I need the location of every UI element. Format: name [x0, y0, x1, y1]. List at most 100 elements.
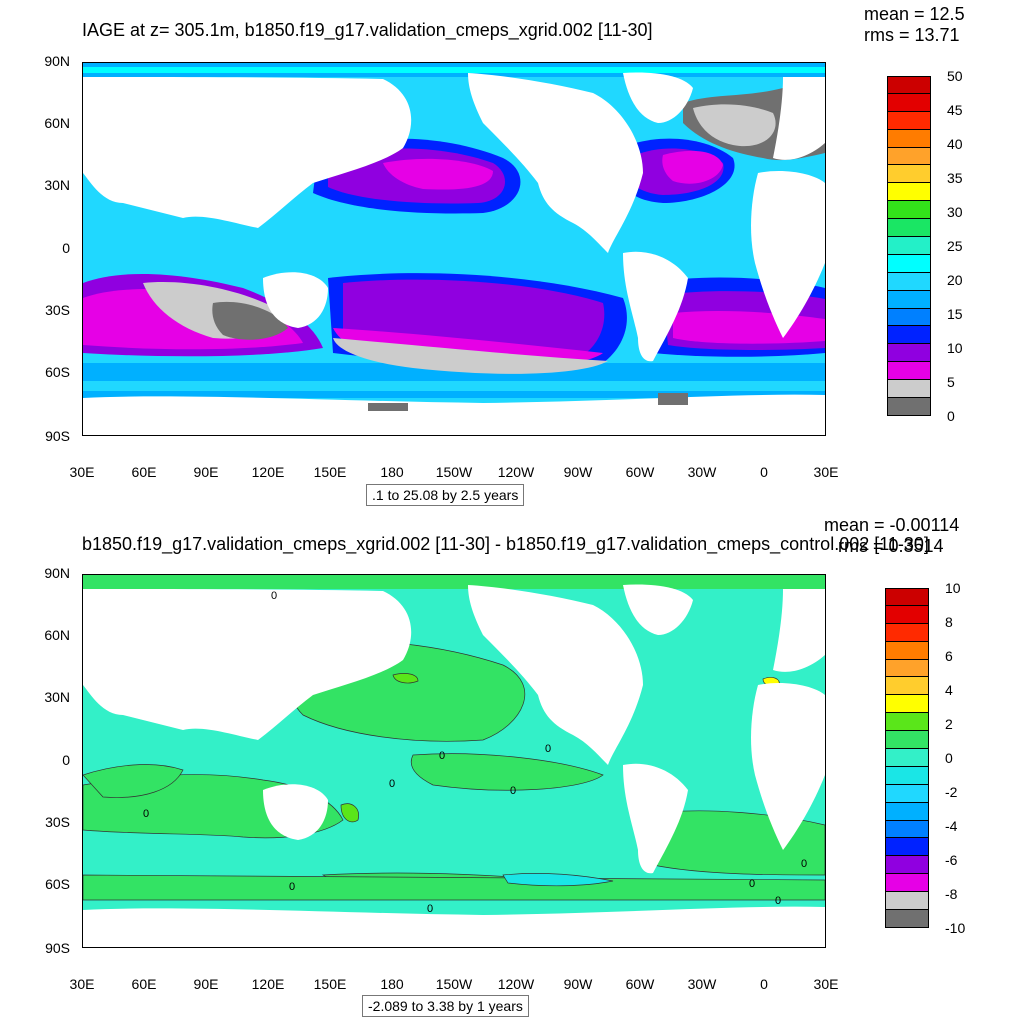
x-tick-label: 0: [760, 976, 768, 992]
mean-value: mean = 12.5: [864, 4, 965, 24]
ideal-age-map-panel: IAGE at z= 305.1m, b1850.f19_g17.validat…: [44, 4, 965, 506]
colorbar-label: -4: [945, 818, 958, 834]
colorbar-label: 50: [947, 68, 963, 84]
land-greenland: [623, 584, 693, 635]
x-tick-label: 60W: [625, 464, 655, 480]
colorbar-swatch: [885, 856, 929, 875]
colorbar-swatch: [885, 641, 929, 660]
land-south-america: [623, 763, 688, 874]
positive-peak-2: [340, 803, 359, 823]
colorbar-swatch: [885, 802, 929, 821]
colorbar-swatch: [887, 308, 931, 327]
x-tick-label: 60E: [131, 464, 157, 480]
land-greenland: [623, 72, 693, 123]
x-tick-label: 180: [380, 976, 404, 992]
rms-value: rms = 13.71: [864, 25, 960, 45]
colorbar-swatch: [887, 254, 931, 273]
land-south-america: [623, 251, 688, 362]
y-tick-label: 60N: [44, 115, 70, 131]
contour-label: 0: [271, 590, 277, 602]
positive-peak-1: [392, 673, 419, 684]
colorbar-swatch: [885, 713, 929, 732]
rms-value: rms = 0.3514: [838, 536, 944, 556]
y-tick-label: 60S: [45, 364, 70, 380]
y-tick-label: 30S: [45, 814, 70, 830]
land-north-america: [468, 73, 643, 253]
ocean-field-map: [83, 63, 825, 435]
colorbar-swatch: [887, 380, 931, 399]
contour-label: 0: [427, 903, 433, 915]
colorbar-label: 5: [947, 374, 955, 390]
y-tick-label: 60N: [44, 627, 70, 643]
colorbar-label: 45: [947, 102, 963, 118]
colorbar-swatch: [887, 237, 931, 255]
y-tick-label: 90S: [45, 428, 70, 444]
colorbar-label: -2: [945, 784, 958, 800]
y-tick-label: 0: [62, 752, 70, 768]
colorbar: 10 8 6 4 2 0 -2 -4 -6 -8 -10: [885, 580, 965, 936]
y-tick-label: 90N: [44, 53, 70, 69]
map-plot-area: [82, 62, 826, 436]
colorbar-swatch: [885, 910, 929, 928]
colorbar-label: 15: [947, 306, 963, 322]
colorbar-label: 8: [945, 614, 953, 630]
contour-label: 0: [545, 743, 551, 755]
land-africa: [751, 171, 825, 338]
x-tick-label: 30E: [813, 976, 839, 992]
contour-label: 0: [143, 808, 149, 820]
land-north-america: [468, 585, 643, 765]
colorbar-label: 10: [945, 580, 961, 596]
land-eurasia: [83, 589, 412, 740]
colorbar-swatch: [885, 784, 929, 803]
x-tick-label: 120E: [251, 976, 285, 992]
land-antarctica: [83, 906, 825, 947]
difference-field-map: 0 0 0 0 0 0 0 0 0 0 0: [83, 575, 825, 947]
x-tick-label: 60E: [131, 976, 157, 992]
contour-info-caption: -2.089 to 3.38 by 1 years: [362, 995, 529, 1017]
colorbar-label: -6: [945, 852, 958, 868]
land-africa: [751, 683, 825, 850]
arctic-positive-band: [83, 575, 825, 589]
stats-box: mean = -0.00114 rms = 0.3514: [824, 515, 959, 557]
land-eurasia: [83, 77, 412, 228]
colorbar-label: 2: [945, 716, 953, 732]
x-tick-label: 90W: [563, 976, 593, 992]
contour-label: 0: [801, 858, 807, 870]
contour-label: 0: [749, 878, 755, 890]
colorbar-swatch: [885, 659, 929, 678]
colorbar-swatch: [887, 201, 931, 220]
x-tick-label: 150W: [435, 976, 473, 992]
colorbar-swatch: [885, 731, 929, 750]
x-tick-label: 30E: [813, 464, 839, 480]
colorbar-label: 20: [947, 272, 963, 288]
colorbar-swatch: [885, 820, 929, 839]
colorbar-label: 6: [945, 648, 953, 664]
colorbar-swatch: [887, 272, 931, 291]
colorbar-swatch: [887, 362, 931, 381]
colorbar-swatch: [887, 290, 931, 309]
antarctic-old-patch-2: [658, 393, 688, 405]
x-tick-label: 30W: [687, 976, 717, 992]
colorbar-swatch: [887, 183, 931, 202]
x-tick-label: 180: [380, 464, 404, 480]
x-tick-label: 120E: [251, 464, 285, 480]
colorbar-swatch: [885, 874, 929, 893]
colorbar-swatch: [885, 588, 929, 606]
colorbar-swatch: [887, 326, 931, 345]
colorbar-swatch: [885, 695, 929, 714]
map-title: IAGE at z= 305.1m, b1850.f19_g17.validat…: [82, 20, 653, 40]
land-australia: [263, 272, 328, 328]
colorbar-swatch: [885, 623, 929, 642]
colorbar-label: 0: [945, 750, 953, 766]
south-indian-oldest: [212, 301, 288, 340]
map-title: b1850.f19_g17.validation_cmeps_xgrid.002…: [82, 534, 929, 554]
contour-label: 0: [510, 785, 516, 797]
arctic-grey-core: [693, 104, 776, 147]
colorbar-swatch: [885, 766, 929, 785]
colorbar-label: 35: [947, 170, 963, 186]
land-antarctica: [83, 394, 825, 435]
antarctic-old-patch: [368, 403, 408, 411]
north-atlantic-gyre-core: [662, 150, 723, 184]
colorbar-swatch: [887, 93, 931, 112]
y-tick-label: 30S: [45, 302, 70, 318]
